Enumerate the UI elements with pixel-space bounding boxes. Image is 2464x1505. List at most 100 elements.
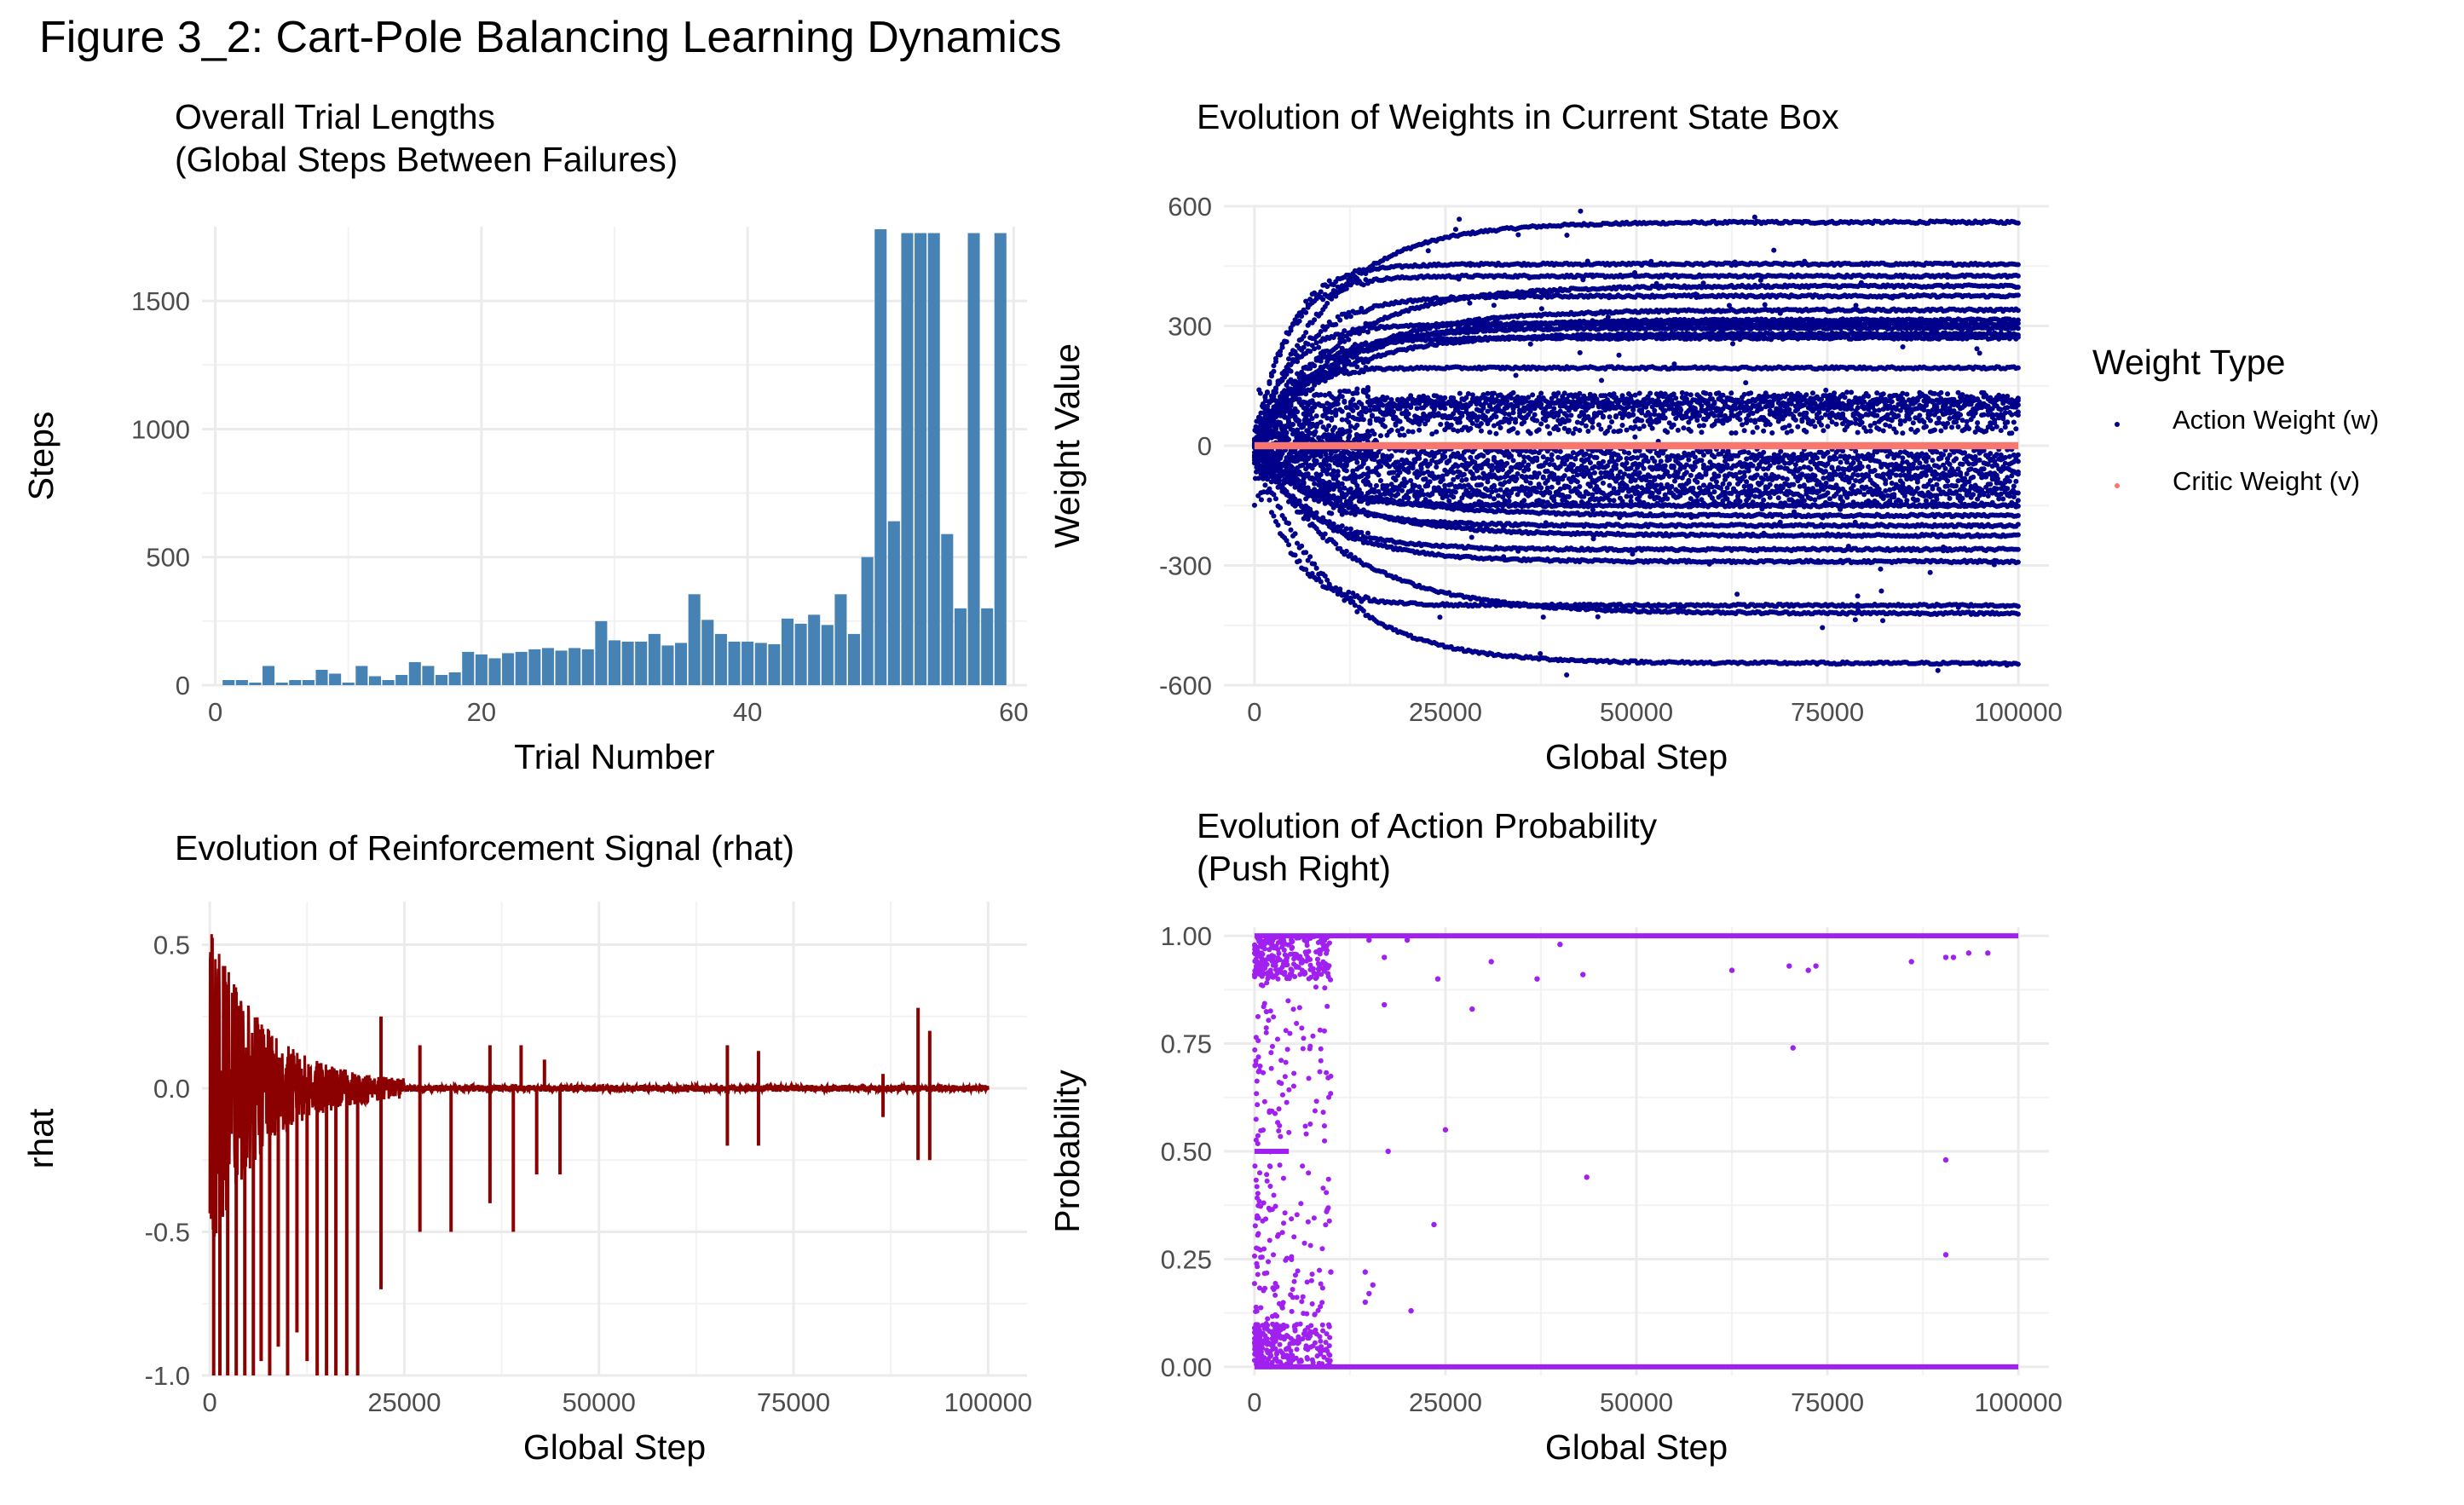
x-tick-label: 50000 xyxy=(1600,1387,1673,1417)
probability-point xyxy=(1442,1127,1449,1133)
x-tick-label: 25000 xyxy=(1409,697,1482,727)
y-tick-label: 600 xyxy=(1168,192,1212,222)
x-tick-label: 0 xyxy=(1247,1387,1261,1417)
probability-point xyxy=(1385,1148,1391,1155)
x-tick-label: 0 xyxy=(1247,697,1261,727)
probability-point xyxy=(1790,1045,1796,1051)
bar xyxy=(395,674,408,685)
x-tick-label: 60 xyxy=(999,697,1028,727)
x-axis-label: Global Step xyxy=(1545,737,1728,776)
bar xyxy=(808,614,821,685)
bar xyxy=(249,682,262,685)
probability-point xyxy=(1908,959,1914,965)
panel-title: Evolution of Reinforcement Signal (rhat) xyxy=(175,827,794,869)
probability-point xyxy=(1404,937,1411,943)
probability-point xyxy=(1584,1174,1590,1180)
x-tick-label: 40 xyxy=(733,697,762,727)
bar xyxy=(329,673,342,685)
bar xyxy=(821,625,834,685)
probability-point xyxy=(1328,1269,1334,1275)
y-tick-label: 500 xyxy=(146,543,190,573)
bar xyxy=(515,651,528,685)
legend-item-action-weight: Action Weight (w) xyxy=(2092,398,2379,459)
bar xyxy=(235,679,248,685)
bar xyxy=(967,233,980,685)
probability-point xyxy=(1985,950,1991,956)
probability-point xyxy=(1320,946,1326,952)
bar xyxy=(263,666,275,685)
probability-point xyxy=(1942,954,1949,960)
bar xyxy=(608,640,621,685)
bar xyxy=(648,633,661,685)
bar xyxy=(621,641,634,685)
probability-point xyxy=(1942,1156,1949,1163)
bar xyxy=(728,641,741,685)
y-tick-label: 0.25 xyxy=(1161,1244,1212,1274)
bar xyxy=(448,672,461,685)
bar xyxy=(528,649,541,685)
bar xyxy=(901,233,914,685)
probability-point xyxy=(1786,963,1792,969)
y-tick-label: 0 xyxy=(1197,431,1212,461)
bar xyxy=(541,648,554,685)
bar xyxy=(915,233,927,685)
legend-label-action-weight: Action Weight (w) xyxy=(2173,405,2380,435)
y-axis-label: Weight Value xyxy=(1047,343,1087,548)
bar xyxy=(754,643,767,685)
bar xyxy=(568,648,581,685)
probability-point xyxy=(1534,976,1540,982)
x-tick-label: 100000 xyxy=(1974,1387,2062,1417)
probability-point xyxy=(1431,1221,1437,1228)
probability-point xyxy=(1805,967,1811,973)
bar xyxy=(275,682,288,685)
bar xyxy=(701,620,714,685)
probability-point xyxy=(1580,972,1586,977)
bar xyxy=(222,679,235,685)
bar xyxy=(581,649,594,685)
panel-rhat: 0 25000 50000 75000 100000 -1.0 -0.5 0.0 0.5 Glob… xyxy=(21,902,1032,1467)
bar xyxy=(954,608,967,685)
x-tick-label: 100000 xyxy=(944,1387,1032,1417)
x-tick-label: 20 xyxy=(467,697,496,727)
x-axis-label: Global Step xyxy=(523,1427,706,1467)
panel-title: Overall Trial Lengths (Global Steps Betwe… xyxy=(175,95,678,181)
y-tick-label: 0.50 xyxy=(1161,1137,1212,1167)
probability-point xyxy=(1813,963,1819,969)
x-tick-label: 50000 xyxy=(1600,697,1673,727)
bar xyxy=(462,651,475,685)
probability-point xyxy=(1434,976,1441,982)
legend-label-critic-weight: Critic Weight (v) xyxy=(2173,466,2360,496)
probability-point xyxy=(1370,1282,1376,1288)
bar xyxy=(315,669,328,685)
probability-point xyxy=(1950,954,1957,960)
y-tick-label: 0.00 xyxy=(1161,1352,1212,1382)
panel-title: Evolution of Weights in Current State Bo… xyxy=(1197,95,1839,138)
bar xyxy=(848,633,861,685)
probability-point xyxy=(1469,1006,1475,1012)
panel-title-line: Evolution of Weights in Current State Bo… xyxy=(1197,97,1839,136)
probability-point xyxy=(1488,959,1494,965)
panel-title-line: Evolution of Action Probability xyxy=(1197,806,1658,845)
panel-title-line: (Push Right) xyxy=(1197,849,1391,888)
bar xyxy=(941,533,954,685)
x-tick-label: 75000 xyxy=(1791,697,1864,727)
x-tick-label: 0 xyxy=(203,1387,217,1417)
panel-title-line: (Global Steps Between Failures) xyxy=(175,140,678,179)
panel-title: Evolution of Action Probability (Push Rig… xyxy=(1197,804,1657,890)
action-weight-key xyxy=(2115,422,2120,427)
y-axis-label: Steps xyxy=(21,412,61,501)
probability-point xyxy=(1557,942,1563,948)
bar xyxy=(742,641,754,685)
y-tick-label: 0 xyxy=(176,671,190,701)
probability-point xyxy=(1728,967,1735,973)
bar xyxy=(289,679,302,685)
bar xyxy=(714,633,727,685)
y-tick-label: -300 xyxy=(1159,551,1212,581)
legend-title: Weight Type xyxy=(2092,343,2286,382)
x-axis-label: Global Step xyxy=(1545,1427,1728,1467)
panel-weights: 0 25000 50000 75000 100000 -600 -300 0 300 600 Glo… xyxy=(1047,192,2063,776)
critic-weight-points xyxy=(1254,441,2019,450)
bar xyxy=(834,594,847,685)
bar xyxy=(368,676,381,685)
